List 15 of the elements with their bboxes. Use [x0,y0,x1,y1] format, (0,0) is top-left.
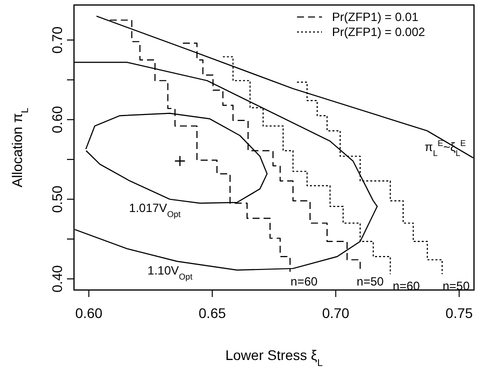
x-tick-label: 0.65 [198,305,226,321]
y-tick-label: 0.50 [49,185,65,213]
y-tick-label: 0.60 [49,106,65,134]
y-tick-label: 0.40 [49,265,65,292]
legend-label: Pr(ZFP1) = 0.01 [332,10,419,24]
annotation: n=50 [356,274,384,289]
x-tick-label: 0.70 [322,305,350,321]
annotation: 1.10V$_{Opt}$ [148,263,194,282]
legend-label: Pr(ZFP1) = 0.002 [332,25,426,39]
annotation: n=60 [290,274,318,289]
annotation: 1.017V$_{Opt}$ [129,201,182,220]
x-axis-title: Lower Stress ξ$_{L}$ [225,347,324,368]
y-tick-label: 0.70 [49,26,65,54]
x-tick-label: 0.60 [75,305,103,321]
x-tick-label: 0.75 [446,305,474,321]
